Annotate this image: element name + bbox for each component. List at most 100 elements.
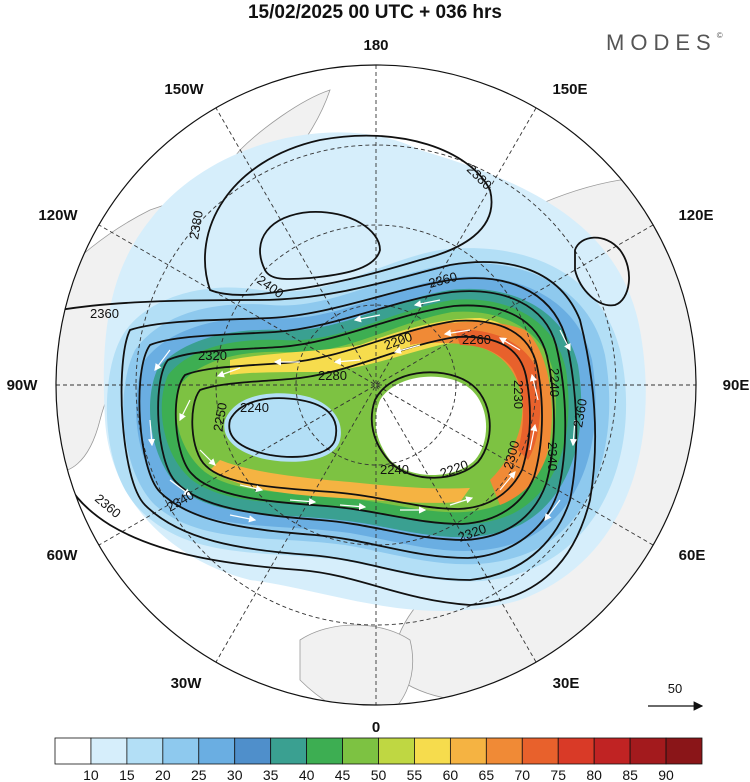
colorbar-swatch	[90, 737, 128, 765]
colorbar-tick-label: 60	[443, 767, 459, 782]
colorbar-swatch	[234, 737, 272, 765]
colorbar-tick-label: 65	[479, 767, 495, 782]
modes-logo: MODES©	[606, 30, 723, 56]
colorbar-tick-label: 75	[550, 767, 566, 782]
colorbar-swatch	[557, 737, 595, 765]
map-border	[55, 64, 697, 706]
lon-label-150e: 150E	[552, 81, 587, 98]
contour-label: 2360	[570, 397, 590, 428]
meridian-150e-30w	[215, 107, 537, 663]
wind-vectors	[147, 299, 578, 523]
wind-vector	[339, 502, 367, 511]
wind-vector	[289, 497, 317, 506]
colorbar-swatch	[54, 737, 92, 765]
wind-vector	[353, 314, 381, 323]
inner-core-east	[375, 376, 487, 475]
colorbar-swatch	[162, 737, 200, 765]
colorbar: 10 15 20 25 30 35 40 45 50 55 60 65 70 75 80 85 90	[54, 737, 703, 782]
colorbar-swatch	[270, 737, 308, 765]
colorbar-swatch	[342, 737, 379, 765]
wind-vector	[333, 357, 361, 366]
colorbar-tick-label: 40	[299, 767, 315, 782]
wind-vector	[443, 329, 471, 337]
colorbar-tick-label: 55	[407, 767, 423, 782]
wind-vector	[529, 373, 539, 401]
colorbar-swatch	[414, 737, 451, 765]
lon-label-90w: 90W	[7, 377, 39, 394]
longitude-labels: 180 150E 120E 90E 60E 30E 0 30W 60W 90W …	[7, 37, 750, 736]
wind-vector	[154, 349, 171, 371]
colorbar-tick-label: 70	[514, 767, 530, 782]
colorbar-swatch	[306, 737, 343, 765]
inner-core-west	[224, 393, 341, 462]
contour-label: 2300	[500, 439, 522, 471]
wind-speed-shading	[103, 132, 646, 611]
wind-vector	[544, 499, 561, 521]
meridian-30e-150w	[215, 107, 537, 663]
wind-vector	[179, 399, 191, 422]
colorbar-tick-label: 30	[227, 767, 243, 782]
colorbar-swatch	[449, 737, 487, 765]
shade-65	[210, 460, 470, 503]
contour-2340	[120, 277, 578, 581]
contour-2360-outer	[58, 261, 597, 606]
lon-label-0: 0	[372, 719, 380, 736]
lon-label-180: 180	[363, 37, 388, 54]
colorbar-swatch	[521, 737, 559, 765]
lon-label-120w: 120W	[38, 207, 78, 224]
colorbar-swatch	[629, 737, 667, 765]
wind-vector	[413, 299, 441, 308]
meridian-120e-60w	[98, 224, 654, 546]
wind-vector	[169, 479, 191, 496]
wind-vector	[529, 423, 538, 451]
wind-vector	[559, 329, 571, 352]
contour-label: 2380	[186, 209, 206, 240]
contour-label: 2230	[511, 380, 526, 409]
colorbar-tick-label: 35	[263, 767, 279, 782]
colorbar-tick-label: 85	[622, 767, 638, 782]
contour-2260	[191, 335, 531, 510]
wind-vector	[216, 367, 241, 378]
contour-label: 2340	[545, 442, 560, 471]
copyright-mark: ©	[716, 31, 723, 40]
colorbar-tick-label: 10	[83, 767, 99, 782]
colorbar-tick-label: 20	[155, 767, 171, 782]
lon-label-120e: 120E	[678, 207, 713, 224]
wind-vector	[147, 419, 156, 447]
colorbar-swatch	[198, 737, 236, 765]
contour-2400	[259, 211, 381, 280]
colorbar-tick-label: 25	[191, 767, 207, 782]
wind-vector	[449, 496, 474, 506]
contour-label: 2260	[462, 332, 491, 347]
wind-vector	[498, 337, 521, 351]
reference-vector-label: 50	[668, 681, 682, 696]
contour-2240-west	[228, 397, 338, 458]
contour-2320	[138, 290, 567, 559]
contour-2380-north	[204, 134, 493, 296]
height-contours	[58, 134, 630, 606]
contour-2380-east	[574, 236, 630, 307]
wind-vector	[499, 471, 516, 491]
colorbar-tick-label: 15	[119, 767, 135, 782]
africa-land	[299, 624, 414, 705]
lon-label-30w: 30W	[171, 675, 203, 692]
colorbar-swatch	[593, 737, 631, 765]
map-content: 2380 2380 2400 2360 2360 2320 2280 2250 …	[56, 65, 696, 705]
contour-label: 2360	[90, 306, 119, 321]
colorbar-tick-label: 90	[658, 767, 674, 782]
colorbar-tick-label: 45	[335, 767, 351, 782]
shade-75	[455, 329, 541, 460]
colorbar-swatch	[126, 737, 164, 765]
wind-vector	[199, 449, 216, 466]
brand-name: MODES	[606, 30, 717, 55]
lon-label-60w: 60W	[47, 547, 79, 564]
contour-label: 2240	[380, 462, 409, 477]
contour-label: 2250	[210, 401, 230, 432]
contour-2300	[157, 304, 555, 541]
colorbar-swatch	[665, 737, 703, 765]
lon-label-60e: 60E	[679, 547, 706, 564]
reference-vector: 50	[648, 681, 704, 711]
contour-2280	[174, 319, 543, 525]
colorbar-swatch	[485, 737, 523, 765]
